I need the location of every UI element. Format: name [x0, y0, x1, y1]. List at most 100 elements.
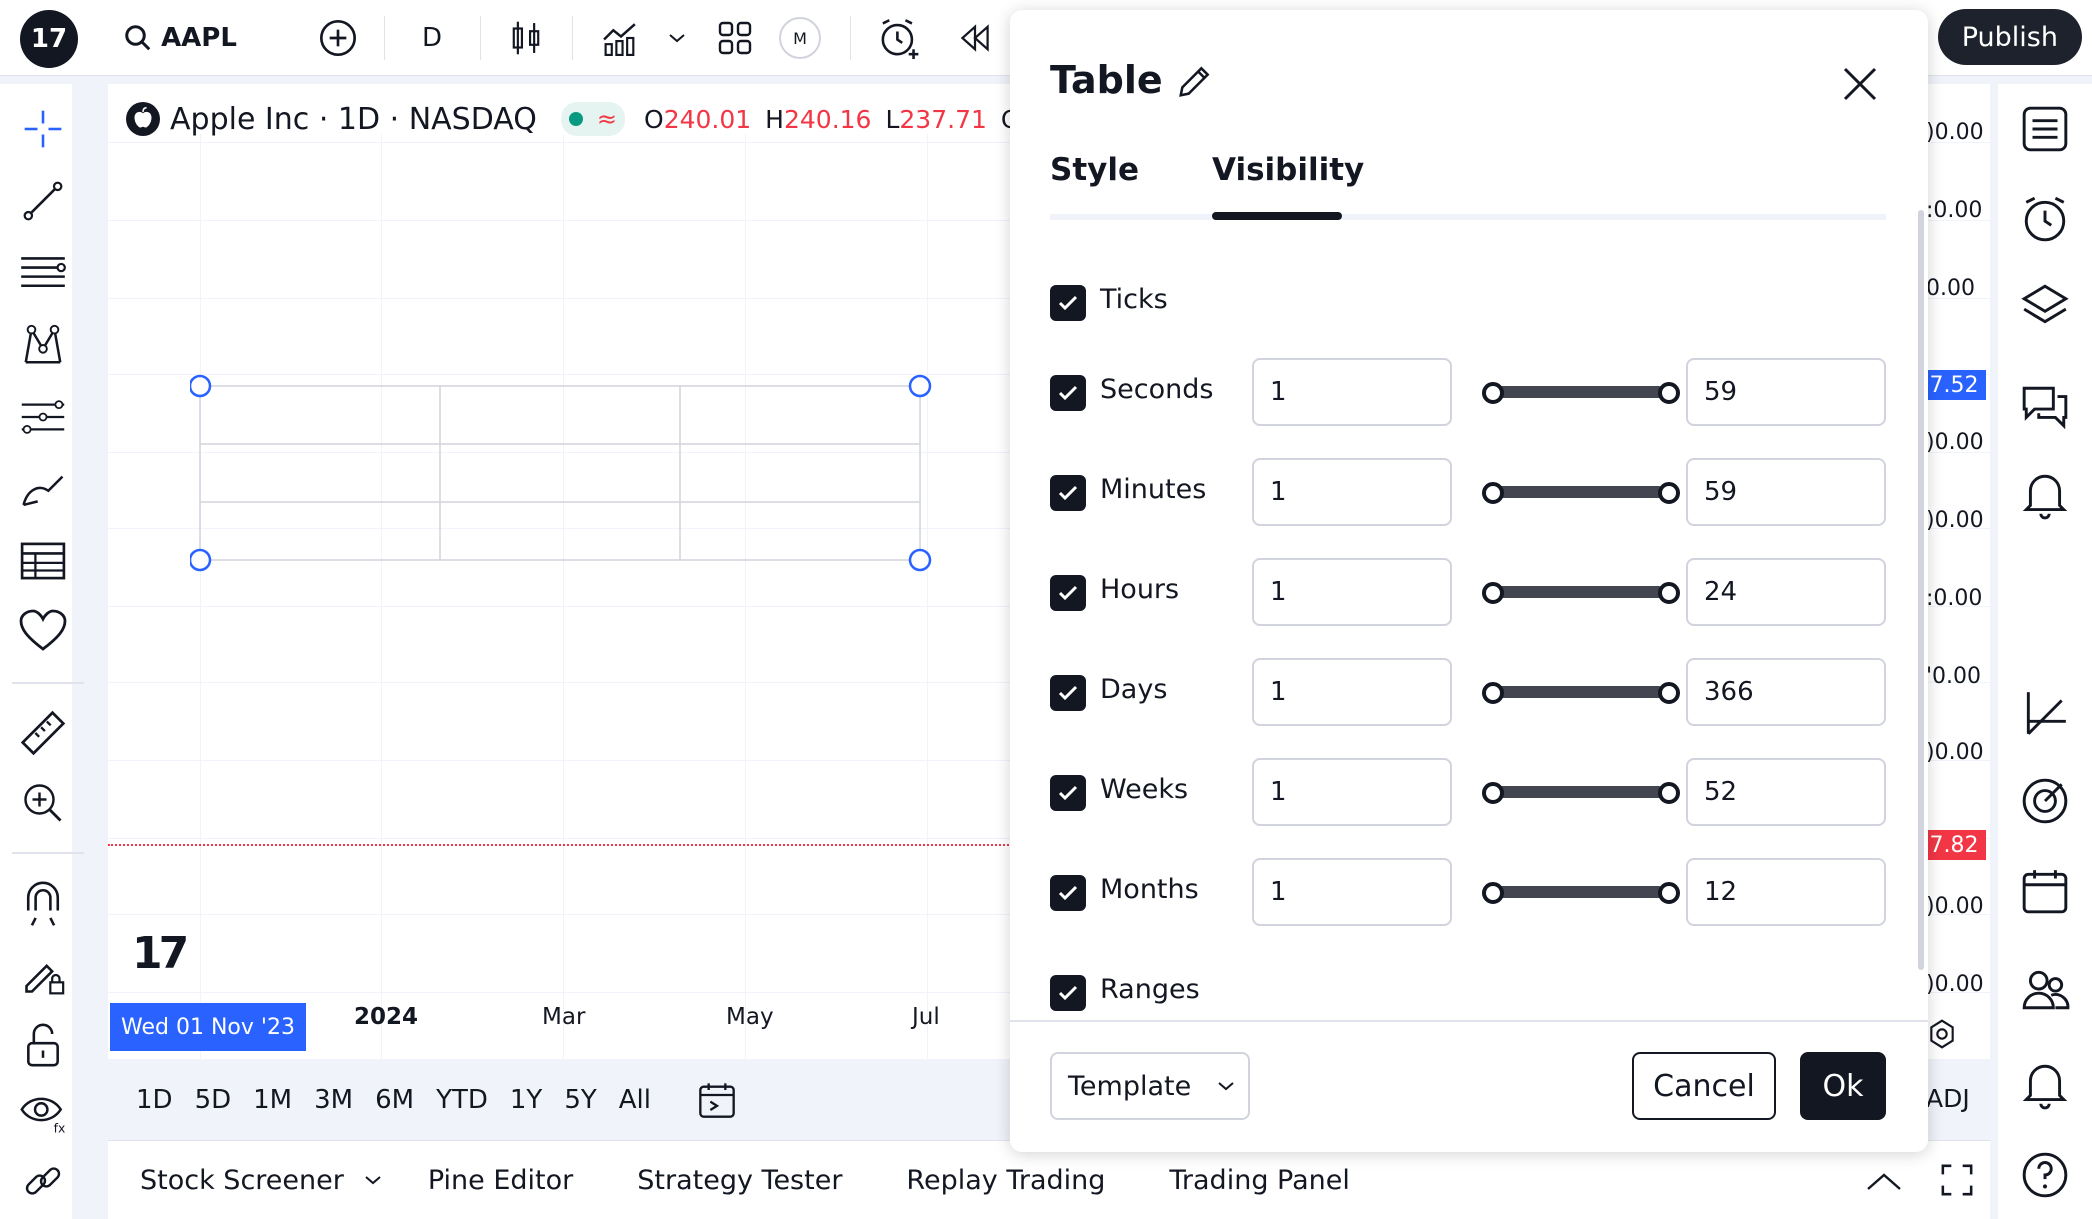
pattern-tool[interactable]	[18, 320, 68, 370]
slider-max-handle[interactable]	[1658, 882, 1680, 904]
trend-chart-icon[interactable]	[2020, 688, 2070, 738]
cancel-button[interactable]: Cancel	[1632, 1052, 1776, 1120]
publish-button[interactable]: Publish	[1937, 9, 2082, 65]
days-max-input[interactable]: 366	[1686, 658, 1886, 726]
interval-button[interactable]: D	[421, 23, 443, 53]
slider-max-handle[interactable]	[1658, 682, 1680, 704]
days-checkbox[interactable]	[1050, 675, 1086, 711]
symbol-search-button[interactable]: AAPL	[120, 12, 240, 64]
forecast-tool[interactable]	[18, 392, 68, 442]
seconds-max-input[interactable]: 59	[1686, 358, 1886, 426]
slider-min-handle[interactable]	[1482, 582, 1504, 604]
range-5d[interactable]: 5D	[194, 1085, 232, 1115]
minutes-min-input[interactable]: 1	[1252, 458, 1452, 526]
help-icon[interactable]	[2020, 1150, 2070, 1200]
slider-max-handle[interactable]	[1658, 782, 1680, 804]
table-drawing[interactable]	[190, 374, 950, 580]
adjust-button[interactable]: ADJ	[1926, 1084, 1970, 1113]
weeks-range-slider[interactable]	[1482, 782, 1680, 804]
fib-tool[interactable]	[18, 248, 68, 298]
tab-pine-editor[interactable]: Pine Editor	[427, 1164, 574, 1196]
seconds-range-slider[interactable]	[1482, 382, 1680, 404]
months-min-input[interactable]: 1	[1252, 858, 1452, 926]
indicators-button[interactable]	[598, 12, 644, 64]
minutes-range-slider[interactable]	[1482, 482, 1680, 504]
axis-settings-icon[interactable]	[1926, 1018, 1958, 1050]
template-dropdown[interactable]: Template	[1050, 1052, 1250, 1120]
ranges-checkbox[interactable]	[1050, 975, 1086, 1011]
months-checkbox[interactable]	[1050, 875, 1086, 911]
pencil-icon[interactable]	[1176, 62, 1214, 100]
close-icon[interactable]	[1840, 64, 1880, 104]
chart-type-button[interactable]	[502, 12, 550, 64]
hours-checkbox[interactable]	[1050, 575, 1086, 611]
favorites-tool[interactable]	[18, 606, 68, 656]
seconds-min-input[interactable]: 1	[1252, 358, 1452, 426]
calendar-icon[interactable]	[2020, 866, 2070, 916]
range-1y[interactable]: 1Y	[509, 1085, 543, 1115]
bell-icon[interactable]	[2020, 1060, 2070, 1110]
slider-min-handle[interactable]	[1482, 682, 1504, 704]
chevron-up-icon[interactable]	[1866, 1171, 1902, 1191]
ticks-checkbox[interactable]	[1050, 285, 1086, 321]
tab-trading-panel[interactable]: Trading Panel	[1169, 1164, 1350, 1196]
hours-range-slider[interactable]	[1482, 582, 1680, 604]
slider-min-handle[interactable]	[1482, 882, 1504, 904]
replay-button[interactable]	[952, 12, 998, 64]
market-status-badge[interactable]: ≈	[560, 102, 625, 136]
slider-max-handle[interactable]	[1658, 582, 1680, 604]
market-button[interactable]: M	[778, 12, 822, 64]
trend-line-tool[interactable]	[18, 176, 68, 226]
layers-icon[interactable]	[2020, 280, 2070, 330]
zoom-tool[interactable]	[18, 778, 68, 828]
goto-date-button[interactable]	[697, 1080, 737, 1120]
hide-tool[interactable]: fx	[18, 1088, 68, 1138]
slider-min-handle[interactable]	[1482, 482, 1504, 504]
hours-min-input[interactable]: 1	[1252, 558, 1452, 626]
seconds-checkbox[interactable]	[1050, 375, 1086, 411]
target-icon[interactable]	[2020, 776, 2070, 826]
lock-drawings-edit[interactable]	[18, 950, 68, 1000]
watchlist-icon[interactable]	[2020, 104, 2070, 154]
slider-max-handle[interactable]	[1658, 382, 1680, 404]
community-icon[interactable]	[2020, 964, 2070, 1014]
brush-tool[interactable]	[18, 464, 68, 514]
slider-max-handle[interactable]	[1658, 482, 1680, 504]
minutes-checkbox[interactable]	[1050, 475, 1086, 511]
weeks-max-input[interactable]: 52	[1686, 758, 1886, 826]
slider-min-handle[interactable]	[1482, 782, 1504, 804]
measure-tool[interactable]	[18, 708, 68, 758]
alarm-clock-icon[interactable]	[2020, 194, 2070, 244]
range-5y[interactable]: 5Y	[564, 1085, 597, 1115]
hours-max-input[interactable]: 24	[1686, 558, 1886, 626]
layout-button[interactable]	[712, 12, 758, 64]
months-max-input[interactable]: 12	[1686, 858, 1886, 926]
indicators-dropdown[interactable]	[662, 12, 692, 64]
table-tool[interactable]	[18, 536, 68, 586]
tab-visibility[interactable]: Visibility	[1212, 152, 1365, 188]
tab-style[interactable]: Style	[1050, 152, 1140, 188]
alert-button[interactable]	[874, 12, 924, 64]
minutes-max-input[interactable]: 59	[1686, 458, 1886, 526]
crosshair-tool[interactable]	[18, 104, 68, 154]
chart-legend[interactable]: Apple Inc · 1D · NASDAQ ≈	[126, 98, 625, 140]
weeks-checkbox[interactable]	[1050, 775, 1086, 811]
chat-icon[interactable]	[2020, 382, 2070, 432]
range-1m[interactable]: 1M	[253, 1085, 293, 1115]
tab-strategy-tester[interactable]: Strategy Tester	[637, 1164, 843, 1196]
range-6m[interactable]: 6M	[375, 1085, 415, 1115]
range-ytd[interactable]: YTD	[436, 1085, 488, 1115]
tradingview-logo[interactable]: 17	[20, 10, 78, 68]
weeks-min-input[interactable]: 1	[1252, 758, 1452, 826]
slider-min-handle[interactable]	[1482, 382, 1504, 404]
magnet-tool[interactable]	[18, 880, 68, 930]
range-3m[interactable]: 3M	[314, 1085, 354, 1115]
months-range-slider[interactable]	[1482, 882, 1680, 904]
maximize-panel-icon[interactable]	[1940, 1163, 1974, 1197]
chevron-down-icon[interactable]	[364, 1174, 382, 1186]
remove-tool[interactable]	[18, 1156, 68, 1206]
range-all[interactable]: All	[618, 1085, 651, 1115]
ok-button[interactable]: Ok	[1800, 1052, 1886, 1120]
days-min-input[interactable]: 1	[1252, 658, 1452, 726]
dialog-scrollbar[interactable]	[1918, 210, 1924, 970]
